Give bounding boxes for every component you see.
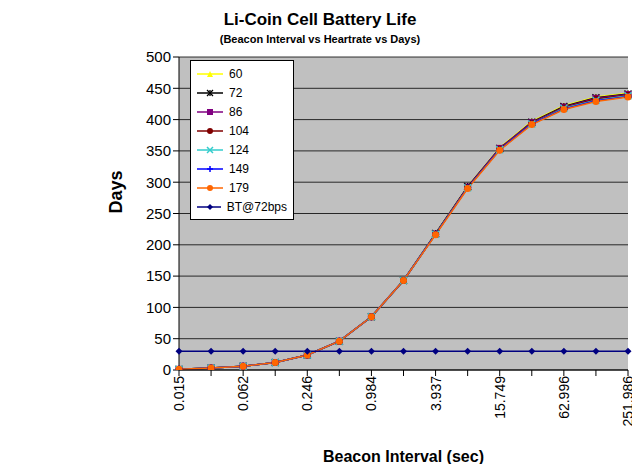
svg-text:350: 350 bbox=[146, 142, 171, 159]
svg-text:Days: Days bbox=[106, 170, 126, 213]
svg-text:300: 300 bbox=[146, 174, 171, 191]
html-text:104: 104 bbox=[229, 123, 249, 138]
svg-text:500: 500 bbox=[146, 48, 171, 65]
svg-text:100: 100 bbox=[146, 299, 171, 316]
svg-text:0.984: 0.984 bbox=[363, 376, 379, 411]
svg-text:62.996: 62.996 bbox=[556, 376, 572, 419]
svg-text:Beacon Interval (sec): Beacon Interval (sec) bbox=[323, 448, 484, 464]
svg-text:250: 250 bbox=[146, 205, 171, 222]
svg-text:50: 50 bbox=[154, 330, 171, 347]
html-text:86: 86 bbox=[229, 104, 243, 119]
html-text:179: 179 bbox=[229, 180, 249, 195]
svg-text:0.062: 0.062 bbox=[235, 376, 251, 411]
svg-text:0.246: 0.246 bbox=[299, 376, 315, 411]
html-text:60: 60 bbox=[229, 66, 243, 81]
svg-text:251.986: 251.986 bbox=[620, 376, 632, 427]
svg-text:400: 400 bbox=[146, 111, 171, 128]
html-text:124: 124 bbox=[229, 142, 249, 157]
html-text:(Beacon Interval vs Heartrate: (Beacon Interval vs Heartrate vs Days) bbox=[219, 33, 421, 45]
svg-text:0.015: 0.015 bbox=[171, 376, 187, 411]
svg-text:3.937: 3.937 bbox=[428, 376, 444, 411]
html-text:BT@72bps: BT@72bps bbox=[226, 199, 287, 214]
svg-text:15.749: 15.749 bbox=[492, 376, 508, 419]
svg-text:0: 0 bbox=[163, 361, 171, 378]
svg-text:150: 150 bbox=[146, 267, 171, 284]
html-text:Li-Coin Cell Battery Life: Li-Coin Cell Battery Life bbox=[223, 10, 417, 29]
html-text:149: 149 bbox=[229, 161, 249, 176]
svg-text:450: 450 bbox=[146, 80, 171, 97]
svg-text:200: 200 bbox=[146, 236, 171, 253]
html-text:72: 72 bbox=[229, 85, 243, 100]
